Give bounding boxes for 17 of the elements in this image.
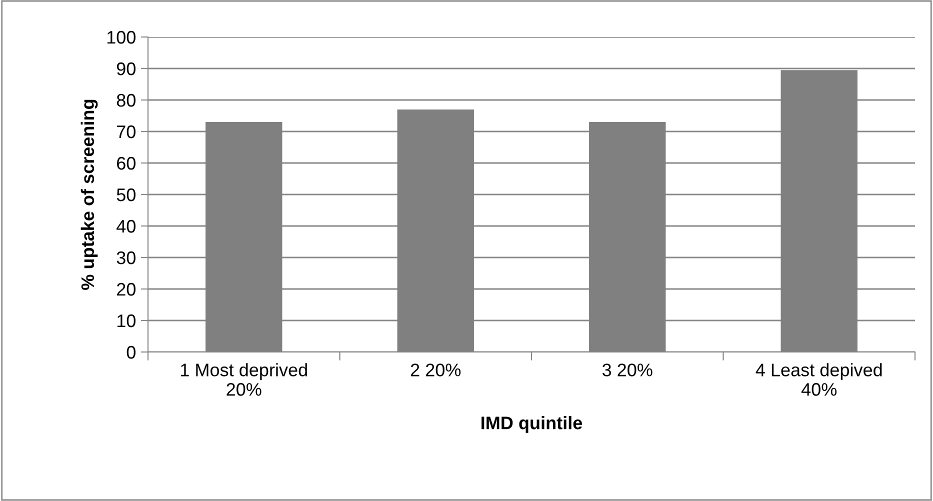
y-tick-label: 10: [117, 314, 136, 328]
y-tick-label: 20: [117, 282, 136, 296]
y-tick-label: 30: [116, 251, 136, 264]
y-tick-label: 70: [117, 125, 136, 138]
x-axis-title: IMD quintile: [482, 416, 582, 433]
x-tick-label: 3 20%: [602, 364, 652, 376]
y-tick-label: 60: [117, 156, 136, 170]
y-tick-label: 50: [116, 188, 136, 202]
y-tick-label: 80: [116, 94, 136, 107]
x-tick-label: 1 Most deprived 20%: [181, 363, 307, 396]
y-tick-label: 0: [126, 346, 136, 359]
x-tick-label: 4 Least depived 40%: [756, 363, 882, 396]
y-tick-label: 90: [116, 62, 136, 76]
y-tick-label: 100: [107, 30, 136, 44]
x-tick-label: 2 20%: [410, 364, 461, 376]
y-axis-title: % uptake of screening: [80, 100, 98, 290]
y-tick-label: 40: [116, 220, 136, 233]
